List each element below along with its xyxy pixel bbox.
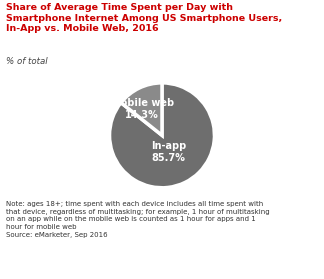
Text: Share of Average Time Spent per Day with
Smartphone Internet Among US Smartphone: Share of Average Time Spent per Day with…: [6, 3, 283, 33]
Wedge shape: [121, 83, 162, 135]
Text: % of total: % of total: [6, 57, 48, 66]
Text: Note: ages 18+; time spent with each device includes all time spent with
that de: Note: ages 18+; time spent with each dev…: [6, 201, 270, 238]
Text: Mobile web
14.3%: Mobile web 14.3%: [110, 98, 174, 120]
Text: 216246: 216246: [3, 263, 30, 269]
Wedge shape: [110, 83, 214, 188]
Text: .com: .com: [273, 261, 292, 270]
Text: www.: www.: [222, 261, 243, 270]
Text: e: e: [232, 261, 237, 270]
Text: www.: www.: [300, 261, 321, 270]
Text: Marketer: Marketer: [236, 261, 275, 270]
Text: In-app
85.7%: In-app 85.7%: [151, 141, 186, 163]
